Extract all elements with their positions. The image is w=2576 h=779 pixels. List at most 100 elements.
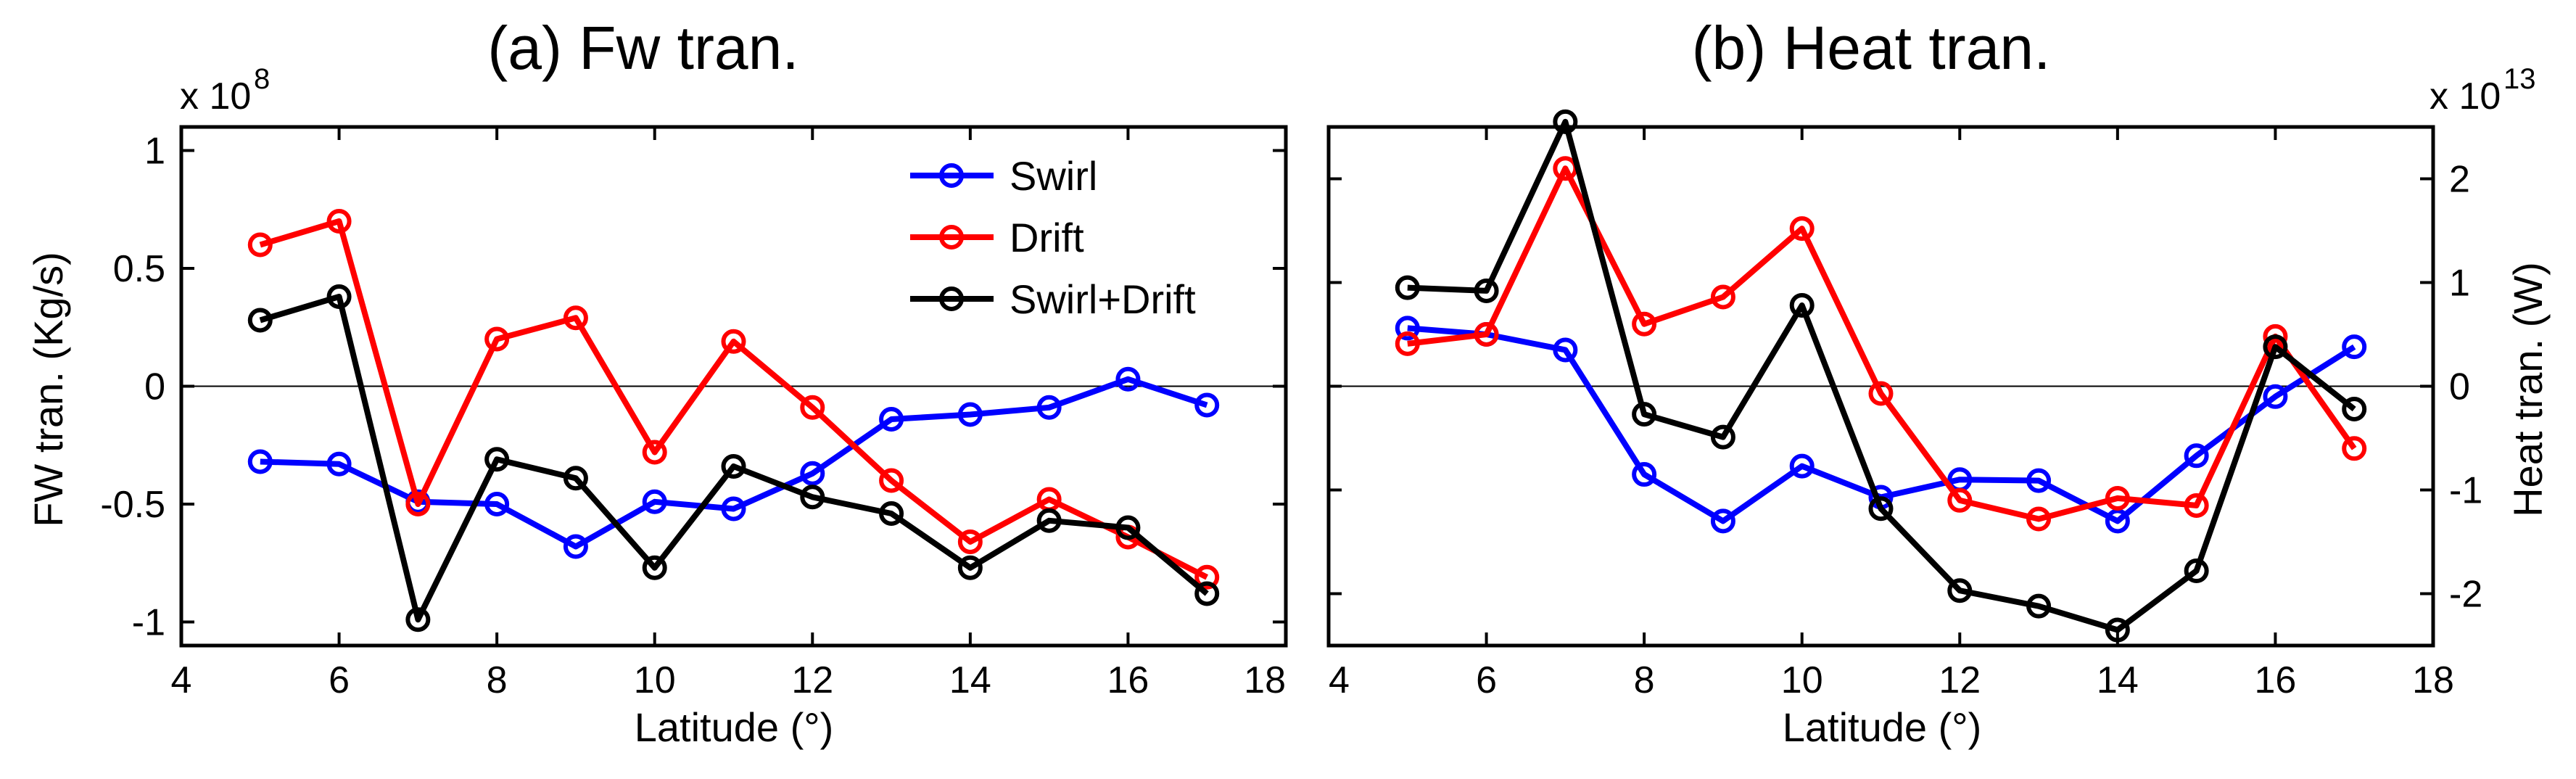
data-point-swirl-drift <box>326 284 352 309</box>
y-tick-label: 2 <box>2449 159 2470 201</box>
panel-b-frame <box>1326 125 2435 648</box>
panel-a-exponent-base: x 10 <box>180 75 251 118</box>
panel-a-exponent-power: 8 <box>254 63 270 95</box>
data-point-swirl-drift <box>2105 617 2130 643</box>
x-tick-label: 12 <box>791 659 833 701</box>
data-point-swirl <box>1115 366 1141 392</box>
data-point-swirl <box>326 451 352 477</box>
data-point-swirl-drift <box>800 485 825 510</box>
x-tick-label: 4 <box>171 659 192 701</box>
series-line-drift <box>259 218 1209 580</box>
x-tick-label: 14 <box>949 659 991 701</box>
legend-label-swirl-drift: Swirl+Drift <box>1010 276 1196 322</box>
data-point-swirl <box>484 492 510 516</box>
data-point-swirl-drift <box>721 454 746 479</box>
series-swirl-drift <box>247 284 1220 632</box>
y-tick-label: 0 <box>2449 366 2470 408</box>
data-point-drift <box>642 440 667 465</box>
y-tick-label: -1 <box>2449 470 2482 512</box>
data-point-drift <box>1474 322 1499 347</box>
y-tick-label: -2 <box>2449 574 2482 616</box>
data-point-swirl-drift <box>1789 292 1815 318</box>
data-point-swirl <box>1632 462 1657 487</box>
x-tick-label: 12 <box>1939 659 1981 701</box>
y-tick-label: 0 <box>144 366 165 408</box>
data-point-swirl-drift <box>1395 275 1420 300</box>
data-point-swirl <box>1036 395 1062 420</box>
x-tick-label: 8 <box>1634 659 1655 701</box>
series-line-swirl-drift <box>259 294 1209 623</box>
x-tick-label: 6 <box>329 659 350 701</box>
legend-marker-drift <box>939 225 964 250</box>
panel-b-ylabel: Heat tran. (W) <box>2505 262 2551 517</box>
data-point-swirl <box>2342 334 2367 360</box>
x-tick-label: 4 <box>1329 659 1350 701</box>
data-point-swirl-drift <box>879 501 904 526</box>
data-point-swirl-drift <box>405 607 431 632</box>
x-tick-label: 10 <box>634 659 676 701</box>
y-tick-label: -1 <box>132 602 165 644</box>
x-tick-label: 6 <box>1476 659 1497 701</box>
data-point-drift <box>1947 487 1973 513</box>
panel-b-series <box>1395 109 2367 643</box>
y-tick-label: 1 <box>2449 263 2470 305</box>
data-point-swirl-drift <box>1710 424 1735 450</box>
panel-b-exponent-power: 13 <box>2503 63 2536 95</box>
data-point-drift <box>1789 216 1815 242</box>
data-point-swirl-drift <box>957 555 983 580</box>
data-point-drift <box>1632 311 1657 337</box>
data-point-swirl-drift <box>484 447 510 472</box>
data-point-swirl-drift <box>1947 578 1973 603</box>
data-point-drift <box>1194 564 1220 590</box>
data-point-drift <box>405 492 431 516</box>
data-point-swirl <box>2105 508 2130 534</box>
data-point-swirl-drift <box>2263 334 2288 360</box>
data-point-swirl <box>957 402 983 427</box>
data-point-swirl <box>247 449 273 474</box>
legend-entry-swirl-drift: Swirl+Drift <box>910 276 1196 322</box>
data-point-swirl-drift <box>1474 278 1499 303</box>
data-point-swirl-drift <box>1868 496 1894 522</box>
legend-label-swirl: Swirl <box>1010 153 1097 199</box>
legend-entry-swirl: Swirl <box>910 153 1097 199</box>
data-point-swirl <box>1553 337 1578 363</box>
data-point-swirl <box>642 489 667 514</box>
data-point-swirl-drift <box>2026 593 2052 619</box>
data-point-drift <box>326 209 352 234</box>
legend: Swirl Drift Swirl+Drift <box>910 153 1196 322</box>
data-point-drift <box>484 326 510 352</box>
data-point-swirl <box>1789 453 1815 479</box>
data-point-drift <box>247 232 273 257</box>
panel-a-ylabel: FW tran. (Kg/s) <box>25 252 71 527</box>
panel-a-frame <box>179 125 1288 648</box>
series-line-drift <box>1407 165 2357 522</box>
data-point-drift <box>2105 485 2130 511</box>
data-point-drift <box>721 329 746 354</box>
data-point-swirl-drift <box>563 466 588 491</box>
x-tick-label: 8 <box>487 659 508 701</box>
data-point-swirl-drift <box>642 555 667 580</box>
panel-fw-transport: (a) Fw tran. x 10 8 FW tran. (Kg/s) Lati… <box>25 14 1288 750</box>
data-point-swirl <box>2184 443 2209 469</box>
legend-marker-swirl <box>939 163 964 188</box>
data-point-swirl <box>879 407 904 432</box>
x-tick-label: 10 <box>1781 659 1823 701</box>
data-point-drift <box>957 529 983 554</box>
data-point-swirl-drift <box>2342 396 2367 421</box>
data-point-swirl-drift <box>1553 109 1578 134</box>
data-point-drift <box>1868 381 1894 406</box>
data-point-drift <box>1710 284 1735 310</box>
data-point-drift <box>2184 492 2209 518</box>
legend-marker-swirl-drift <box>939 287 964 311</box>
data-point-swirl-drift <box>1036 508 1062 533</box>
x-tick-label: 16 <box>1107 659 1149 701</box>
data-point-swirl-drift <box>247 308 273 333</box>
series-line-swirl-drift <box>1407 118 2356 633</box>
series-line-swirl <box>1407 325 2356 524</box>
data-point-swirl <box>2263 384 2288 409</box>
panel-b-xlabel: Latitude (°) <box>1783 704 1982 750</box>
panel-heat-transport: (b) Heat tran. x 10 13 Heat tran. (W) La… <box>1326 14 2551 750</box>
data-point-drift <box>879 468 904 493</box>
